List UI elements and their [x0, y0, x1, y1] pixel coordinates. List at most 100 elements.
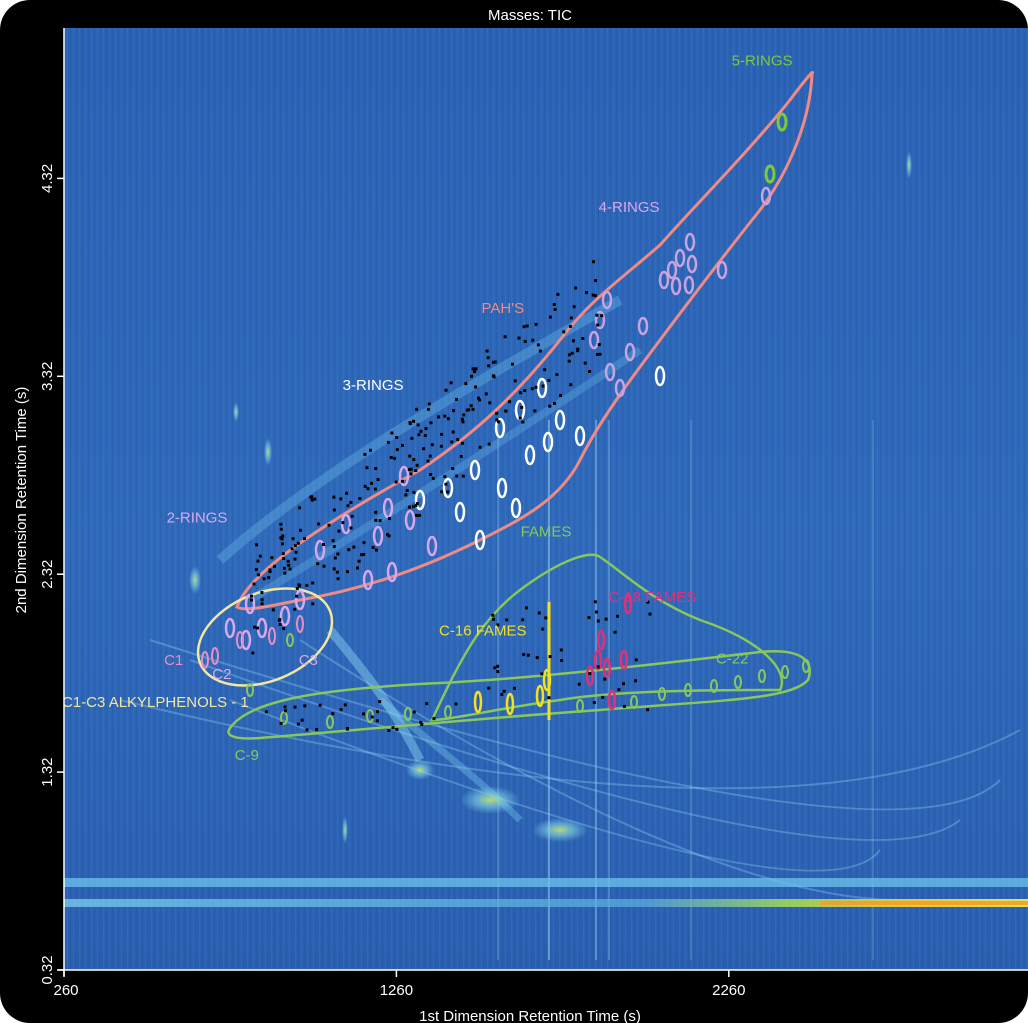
- identified-peak-marker: [349, 501, 353, 504]
- c18-fame-peak: [623, 593, 633, 615]
- identified-peak-marker: [346, 570, 349, 574]
- identified-peak-marker: [251, 651, 255, 655]
- identified-peak-marker: [332, 545, 336, 549]
- identified-peak-marker: [444, 482, 448, 486]
- identified-peak-marker: [572, 305, 576, 309]
- c18-fame-peak: [607, 689, 617, 711]
- region-label: 4-RINGS: [599, 199, 660, 216]
- three-ring-peak: [442, 477, 454, 499]
- identified-peak-marker: [291, 537, 295, 541]
- identified-peak-marker: [412, 490, 416, 494]
- two-ring-peak: [398, 465, 410, 487]
- identified-peak-marker: [597, 343, 601, 347]
- identified-peak-marker: [521, 618, 525, 622]
- four-ring-peak: [614, 378, 626, 398]
- identified-peak-marker: [588, 370, 592, 373]
- fame-series-peak: [781, 665, 789, 679]
- identified-peak-marker: [374, 548, 378, 552]
- fame-series-peak: [734, 675, 742, 689]
- identified-peak-marker: [596, 323, 600, 327]
- identified-peak-marker: [571, 339, 575, 343]
- identified-peak-marker: [374, 510, 378, 514]
- axes: 260 1260 2260 0.32 1.32 2.32 3.32 4.32: [39, 28, 1028, 999]
- identified-peak-marker: [345, 727, 349, 731]
- identified-peak-marker: [422, 447, 426, 451]
- identified-peak-marker: [495, 411, 499, 415]
- identified-peak-marker: [310, 498, 314, 502]
- identified-peak-marker: [518, 416, 522, 420]
- fame-series-peak: [802, 659, 810, 673]
- bleed-arc: [149, 639, 1001, 811]
- identified-peak-marker: [390, 431, 394, 435]
- four-ring-peak: [624, 342, 636, 362]
- identified-peak-marker: [522, 325, 526, 329]
- three-ring-peak: [510, 497, 522, 519]
- y-tick-label: 3.32: [39, 362, 56, 391]
- four-ring-peak: [658, 270, 670, 290]
- identified-peak-marker: [471, 367, 475, 371]
- identified-peak-marker: [331, 539, 335, 543]
- identified-peak-marker: [391, 726, 395, 730]
- fame-series-peak: [326, 715, 334, 729]
- four-ring-peak: [588, 330, 600, 350]
- identified-peak-marker: [576, 349, 580, 353]
- c16-fame-peak: [505, 692, 515, 716]
- identified-peak-marker: [282, 566, 286, 570]
- region-label: C1: [164, 652, 183, 669]
- identified-peak-marker: [287, 563, 291, 567]
- identified-peak-marker: [279, 536, 283, 540]
- identified-peak-marker: [394, 480, 398, 484]
- identified-peak-marker: [487, 364, 491, 368]
- identified-peak-marker: [283, 705, 287, 709]
- identified-peak-marker: [534, 322, 538, 326]
- identified-peak-marker: [562, 330, 566, 334]
- identified-peak-marker: [544, 616, 548, 620]
- identified-peak-marker: [552, 303, 556, 306]
- identified-peaks: [250, 260, 652, 732]
- identified-peak-marker: [523, 389, 527, 393]
- region-label: FAMES: [521, 524, 572, 541]
- x-axis-label: 1st Dimension Retention Time (s): [419, 1008, 641, 1023]
- region-label: C-18 FAMES: [609, 589, 697, 606]
- region-labels: 5-RINGS 4-RINGS PAH'S 3-RINGS 2-RINGS FAMES C-…: [62, 53, 793, 765]
- region-label: 3-RINGS: [343, 377, 404, 394]
- fame-series-peak: [246, 683, 254, 697]
- identified-peak-marker: [569, 316, 573, 320]
- identified-peak-marker: [305, 583, 309, 587]
- region-label: 2-RINGS: [167, 510, 228, 527]
- identified-peak-marker: [488, 401, 492, 405]
- identified-peak-marker: [451, 430, 455, 434]
- identified-peak-marker: [535, 656, 539, 660]
- identified-peak-marker: [281, 552, 285, 556]
- region-label: PAH'S: [481, 300, 524, 317]
- identified-peak-marker: [298, 506, 302, 510]
- streak-band: [216, 295, 623, 564]
- four-ring-peak: [601, 290, 613, 310]
- identified-peak-marker: [405, 489, 409, 492]
- three-ring-peak: [574, 425, 586, 447]
- identified-peak-marker: [593, 600, 597, 604]
- identified-peak-marker: [341, 521, 345, 525]
- fame-series-peak: [444, 705, 452, 719]
- identified-peak-marker: [461, 420, 465, 424]
- identified-peak-marker: [270, 556, 274, 560]
- identified-peak-marker: [617, 688, 621, 692]
- identified-peak-marker: [503, 335, 507, 339]
- y-tick-label: 1.32: [39, 757, 56, 786]
- identified-peak-marker: [268, 570, 272, 574]
- two-ring-peak: [404, 509, 416, 531]
- identified-peak-marker: [493, 360, 497, 364]
- intensity-hotspot: [460, 786, 520, 814]
- identified-peak-marker: [553, 401, 556, 405]
- identified-peak-marker: [349, 526, 353, 530]
- identified-peak-marker: [461, 474, 465, 478]
- y-axis-label: 2nd Dimension Retention Time (s): [13, 387, 30, 614]
- identified-peak-marker: [616, 614, 619, 618]
- identified-peak-marker: [439, 444, 443, 448]
- identified-peak-marker: [450, 440, 454, 444]
- identified-peak-marker: [296, 722, 300, 726]
- identified-peak-marker: [374, 467, 378, 470]
- identified-peak-marker: [502, 689, 506, 693]
- identified-peak-marker: [511, 362, 514, 366]
- region-label: C1-C3 ALKYLPHENOLS - 1: [62, 694, 249, 711]
